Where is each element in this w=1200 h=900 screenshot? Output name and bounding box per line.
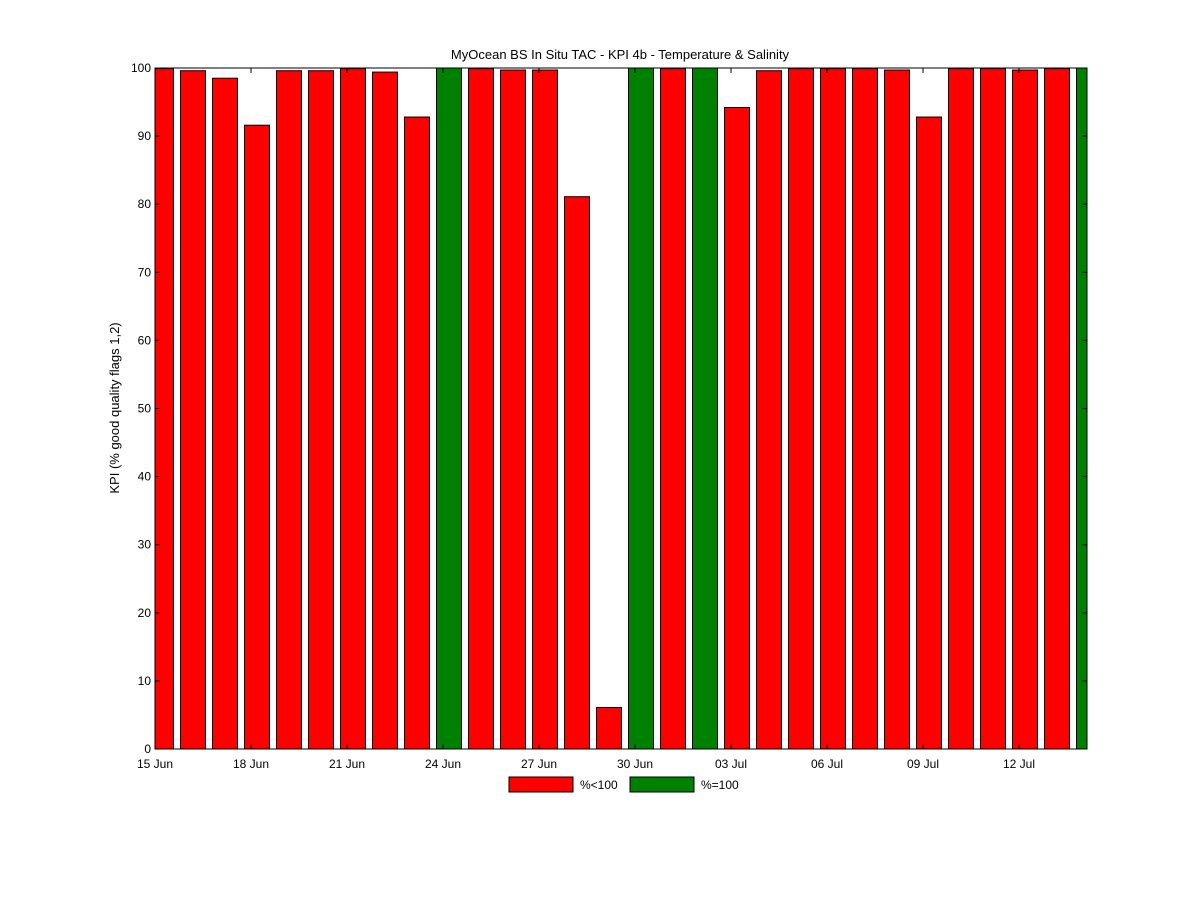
y-tick-label: 100 — [131, 61, 151, 75]
bar-03-jul — [724, 106, 750, 750]
bar-26-jun — [500, 69, 526, 750]
x-tick-label: 09 Jul — [907, 757, 939, 771]
bar-18-jun — [244, 124, 270, 750]
x-tick-label: 30 Jun — [617, 757, 653, 771]
y-tick-label: 0 — [144, 742, 151, 756]
bar-24-jun — [436, 67, 462, 750]
bar-08-jul — [884, 69, 910, 750]
chart-title: MyOcean BS In Situ TAC - KPI 4b - Temper… — [451, 47, 790, 62]
bar-25-jun — [468, 68, 494, 750]
legend-below-100-label: %<100 — [580, 778, 618, 792]
x-tick-label: 06 Jul — [811, 757, 843, 771]
bar-27-jun — [532, 69, 558, 750]
bar-22-jun — [372, 71, 398, 750]
x-tick-label: 27 Jun — [521, 757, 557, 771]
legend-below-100-swatch — [508, 776, 574, 793]
y-tick-label: 20 — [138, 606, 152, 620]
bar-07-jul — [852, 68, 878, 750]
bar-06-jul — [820, 68, 846, 750]
y-tick-label: 80 — [138, 197, 152, 211]
bar-23-jun — [404, 116, 430, 750]
axis-ticks: 0 10 20 30 40 50 60 70 80 90 100 15 Jun 18 Jun 21 Jun… — [131, 61, 1087, 771]
bar-17-jun — [212, 77, 238, 750]
y-tick-label: 50 — [138, 402, 152, 416]
bar-04-jul — [756, 70, 782, 750]
bar-09-jul — [916, 116, 942, 750]
y-tick-label: 40 — [138, 470, 152, 484]
legend-equal-100-swatch — [629, 776, 695, 793]
bars-group — [155, 67, 1087, 750]
bar-10-jul — [948, 68, 974, 750]
y-tick-label: 30 — [138, 538, 152, 552]
x-tick-label: 21 Jun — [329, 757, 365, 771]
y-tick-label: 60 — [138, 333, 152, 347]
y-tick-label: 10 — [138, 674, 152, 688]
bar-29-jun — [596, 706, 622, 750]
x-tick-label: 24 Jun — [425, 757, 461, 771]
x-tick-label: 15 Jun — [137, 757, 173, 771]
bar-05-jul — [788, 68, 814, 750]
legend: %<100 %=100 — [508, 776, 739, 793]
y-tick-label: 70 — [138, 265, 152, 279]
bar-02-jul — [692, 67, 718, 750]
y-axis-label: KPI (% good quality flags 1,2) — [107, 322, 122, 493]
bar-28-jun — [564, 196, 590, 750]
x-tick-label: 18 Jun — [233, 757, 269, 771]
bar-14-jul — [1076, 67, 1087, 750]
bar-19-jun — [276, 70, 302, 750]
bar-01-jul — [660, 68, 686, 750]
x-tick-label: 03 Jul — [715, 757, 747, 771]
bar-12-jul — [1012, 69, 1038, 750]
bar-20-jun — [308, 70, 334, 750]
bar-13-jul — [1044, 68, 1070, 750]
x-tick-label: 12 Jul — [1003, 757, 1035, 771]
y-tick-label: 90 — [138, 129, 152, 143]
bar-11-jul — [980, 68, 1006, 750]
bar-21-jun — [340, 68, 366, 750]
bar-15-jun — [155, 68, 174, 750]
bar-16-jun — [180, 70, 206, 750]
bar-30-jun — [628, 67, 654, 750]
legend-equal-100-label: %=100 — [701, 778, 739, 792]
